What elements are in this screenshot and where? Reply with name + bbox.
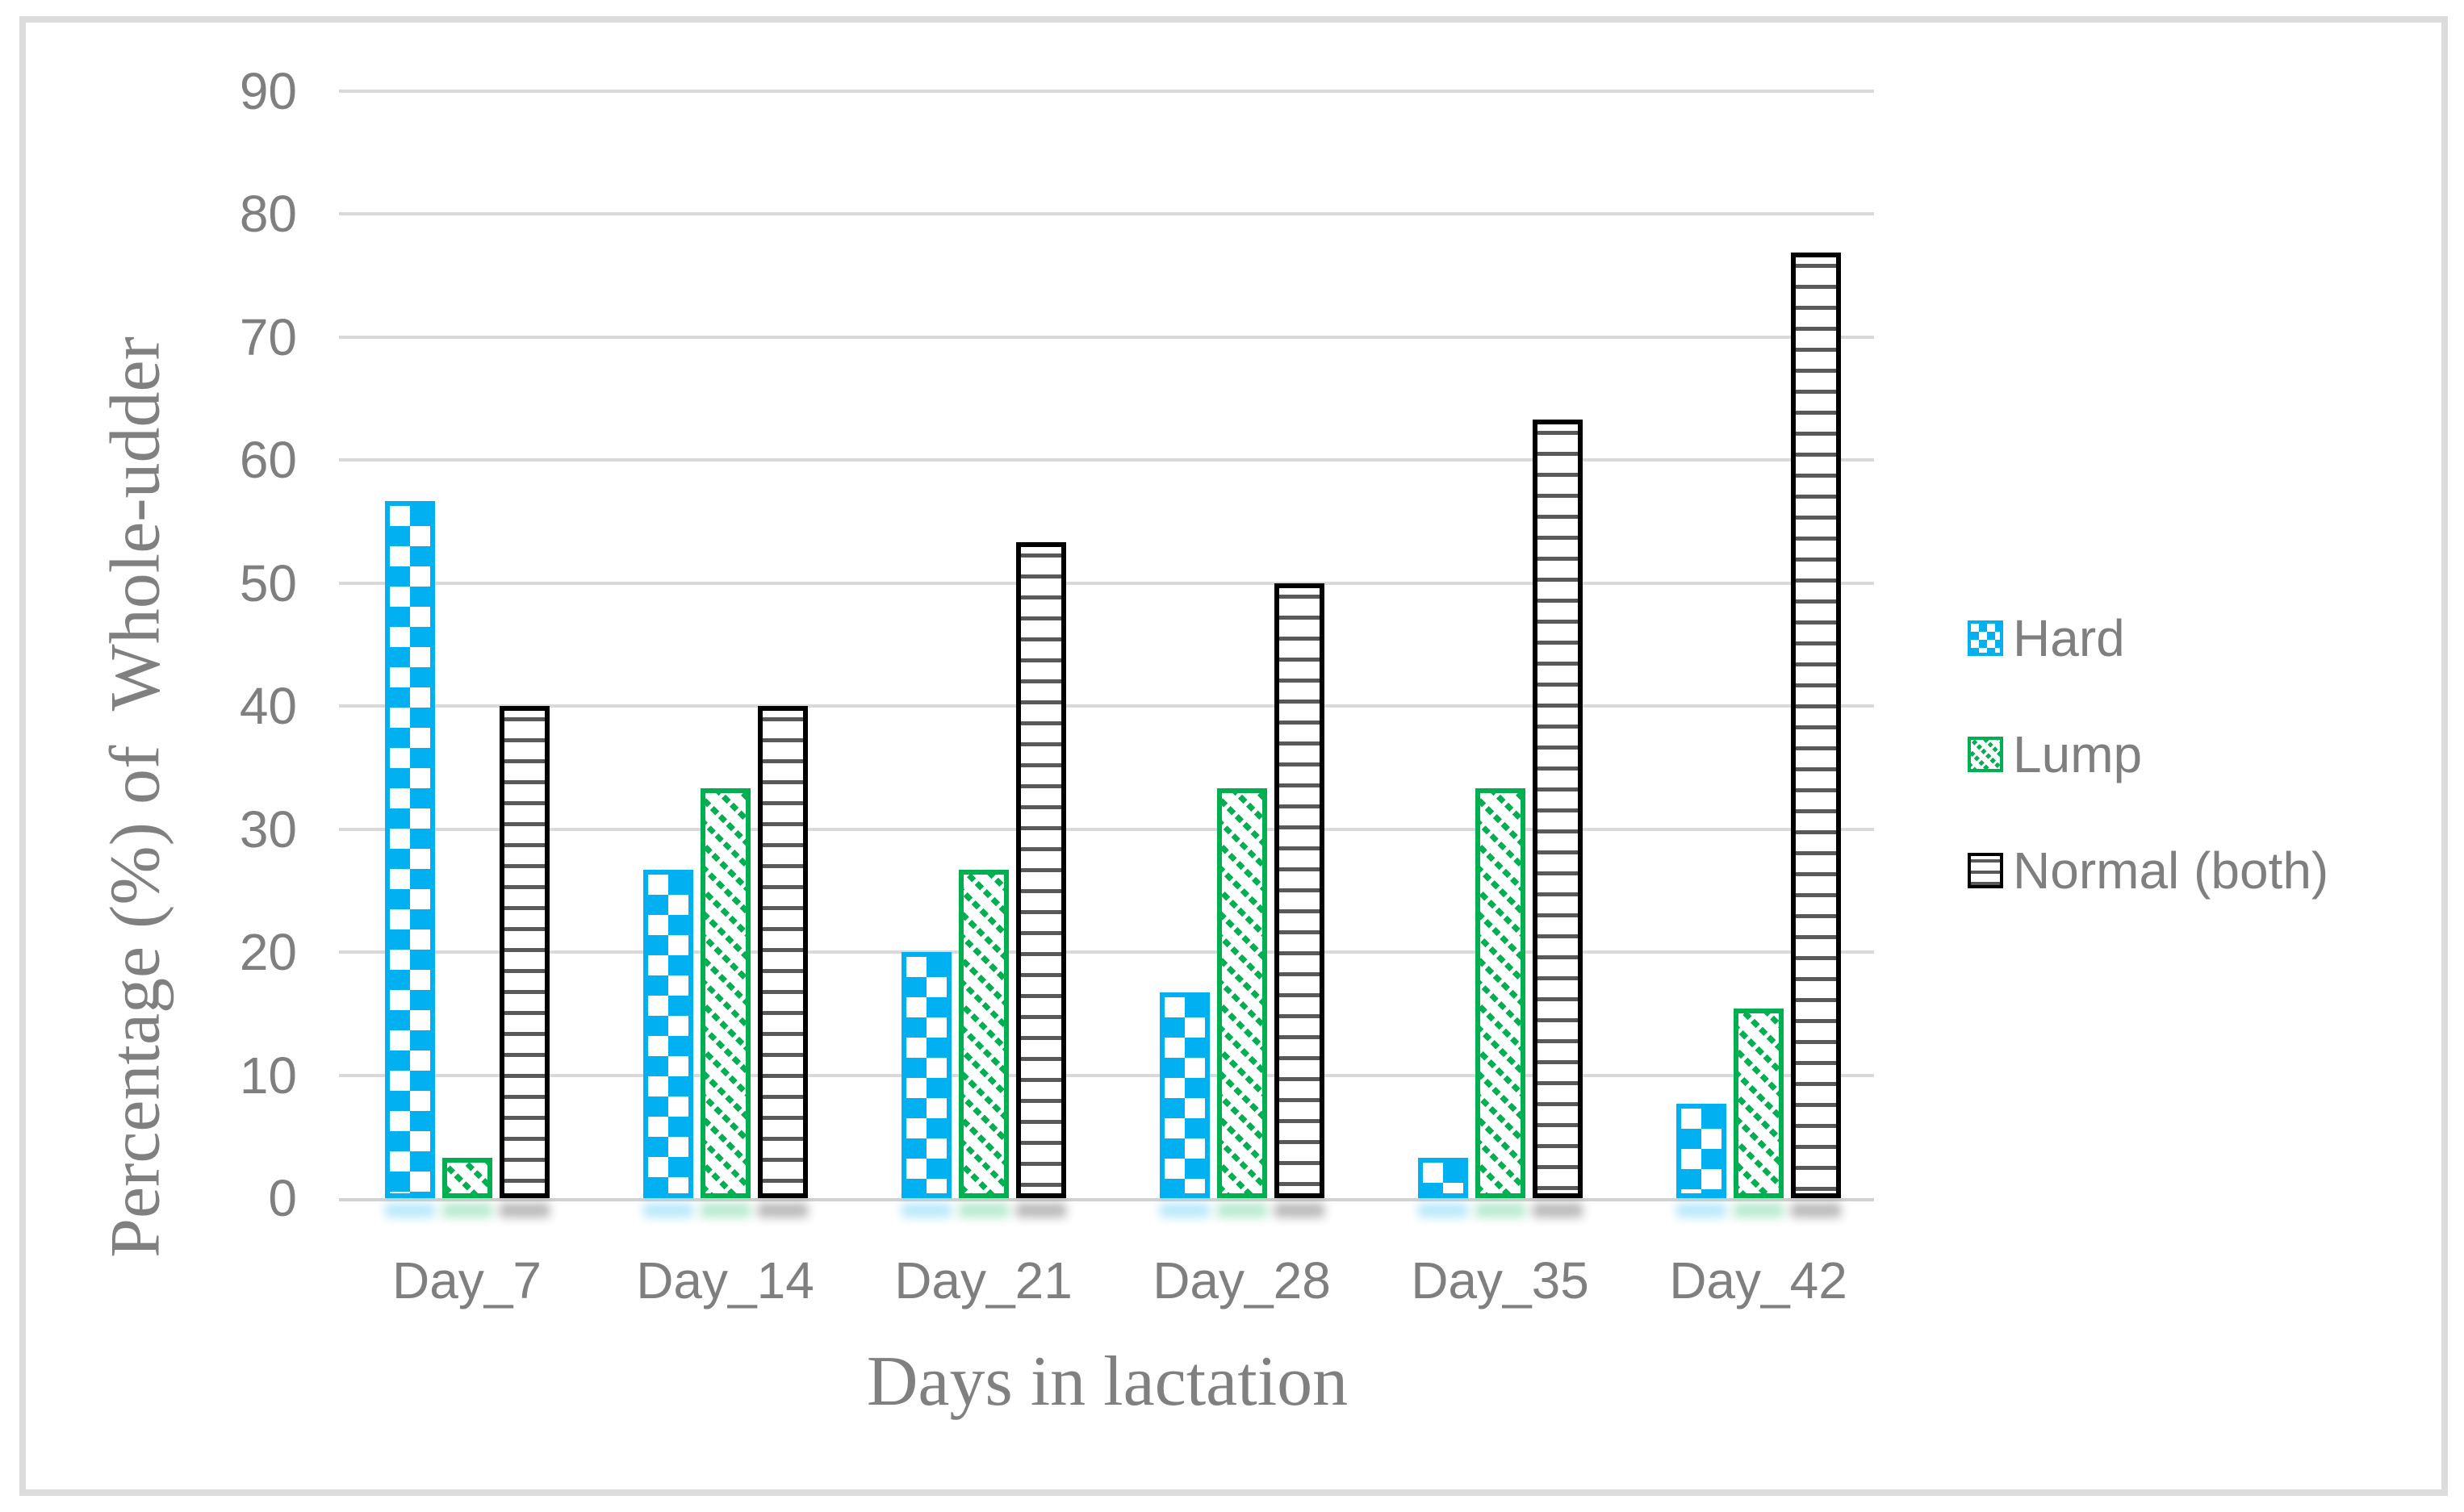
bar-shadow	[1475, 1203, 1525, 1218]
bar-shadow	[1790, 1203, 1841, 1218]
bar-shadow	[1733, 1203, 1784, 1218]
bar-lump-day-35	[1475, 788, 1525, 1218]
legend-swatch-checker-icon	[1968, 620, 2003, 656]
bar-normal-both-day-21	[1015, 542, 1066, 1218]
bar-shadow	[384, 1203, 435, 1218]
legend-swatch-diagonal-dash-icon	[1968, 737, 2003, 772]
legend-label-normal-both: Normal (both)	[2013, 842, 2329, 900]
bar-hard-day-7	[384, 500, 435, 1218]
legend-item-normal-both: Normal (both)	[1968, 844, 2328, 897]
bar-group-day-14	[642, 91, 808, 1218]
bar-hard-day-14	[642, 869, 693, 1218]
bar-shadow	[757, 1203, 808, 1218]
bar-lump-day-7	[441, 1157, 492, 1218]
x-tick-label-day-7: Day_7	[392, 1251, 542, 1309]
bar-group-day-21	[901, 91, 1066, 1218]
bar-lump-day-28	[1216, 788, 1267, 1218]
y-tick-label-60: 60	[239, 431, 297, 490]
y-tick-label-20: 20	[239, 923, 297, 982]
y-tick-label-70: 70	[239, 307, 297, 366]
bar-shadow	[441, 1203, 492, 1218]
bar-shadow	[1159, 1203, 1210, 1218]
legend-swatch-horizontal-lines-icon	[1968, 853, 2003, 888]
bar-normal-both-day-35	[1532, 420, 1583, 1218]
gridline-60	[339, 458, 1874, 462]
bar-hard-day-42	[1675, 1103, 1726, 1218]
bar-lump-day-14	[700, 788, 751, 1218]
bar-shadow	[1216, 1203, 1267, 1218]
gridline-70	[339, 335, 1874, 339]
bar-group-day-28	[1159, 91, 1324, 1218]
bar-group-day-35	[1417, 91, 1583, 1218]
y-tick-label-80: 80	[239, 185, 297, 244]
gridline-40	[339, 704, 1874, 708]
plot-area	[339, 90, 1874, 1218]
bar-normal-both-day-14	[757, 706, 808, 1218]
bar-group-day-7	[384, 91, 550, 1218]
bar-shadow	[1274, 1203, 1324, 1218]
y-tick-label-40: 40	[239, 677, 297, 736]
x-axis-title: Days in lactation	[866, 1343, 1349, 1421]
x-tick-label-day-14: Day_14	[636, 1251, 814, 1309]
gridline-80	[339, 212, 1874, 216]
bar-shadow	[642, 1203, 693, 1218]
bar-hard-day-35	[1417, 1157, 1468, 1218]
bar-shadow	[1417, 1203, 1468, 1218]
y-tick-label-90: 90	[239, 62, 297, 120]
bar-shadow	[958, 1203, 1009, 1218]
bar-normal-both-day-42	[1790, 252, 1841, 1218]
x-tick-label-day-35: Day_35	[1411, 1251, 1589, 1309]
bar-lump-day-42	[1733, 1009, 1784, 1218]
bar-lump-day-21	[958, 869, 1009, 1218]
bar-shadow	[1532, 1203, 1583, 1218]
legend-label-hard: Hard	[2013, 609, 2125, 667]
x-tick-label-day-42: Day_42	[1669, 1251, 1847, 1309]
bar-normal-both-day-7	[499, 706, 550, 1218]
gridline-50	[339, 581, 1874, 585]
x-tick-label-day-21: Day_21	[894, 1251, 1073, 1309]
y-tick-label-50: 50	[239, 553, 297, 612]
bar-groups	[339, 91, 1874, 1218]
y-axis-tick-labels: 0 10 20 30 40 50 60 70 80 90	[0, 65, 297, 1225]
legend-label-lump: Lump	[2013, 725, 2143, 783]
gridline-10	[339, 1073, 1874, 1077]
bar-shadow	[1015, 1203, 1066, 1218]
legend: Hard Lump Normal (both)	[1968, 612, 2328, 897]
x-tick-label-day-28: Day_28	[1153, 1251, 1331, 1309]
bar-shadow	[700, 1203, 751, 1218]
gridline-90	[339, 90, 1874, 93]
bar-shadow	[901, 1203, 952, 1218]
bar-shadow	[499, 1203, 550, 1218]
y-tick-label-0: 0	[268, 1169, 297, 1227]
gridline-20	[339, 950, 1874, 954]
bar-hard-day-21	[901, 952, 952, 1218]
bar-group-day-42	[1675, 91, 1841, 1218]
bar-normal-both-day-28	[1274, 583, 1324, 1218]
bar-hard-day-28	[1159, 992, 1210, 1218]
bar-shadow	[1675, 1203, 1726, 1218]
gridline-30	[339, 827, 1874, 831]
y-tick-label-30: 30	[239, 800, 297, 858]
y-tick-label-10: 10	[239, 1046, 297, 1105]
legend-item-lump: Lump	[1968, 728, 2328, 781]
legend-item-hard: Hard	[1968, 612, 2328, 665]
